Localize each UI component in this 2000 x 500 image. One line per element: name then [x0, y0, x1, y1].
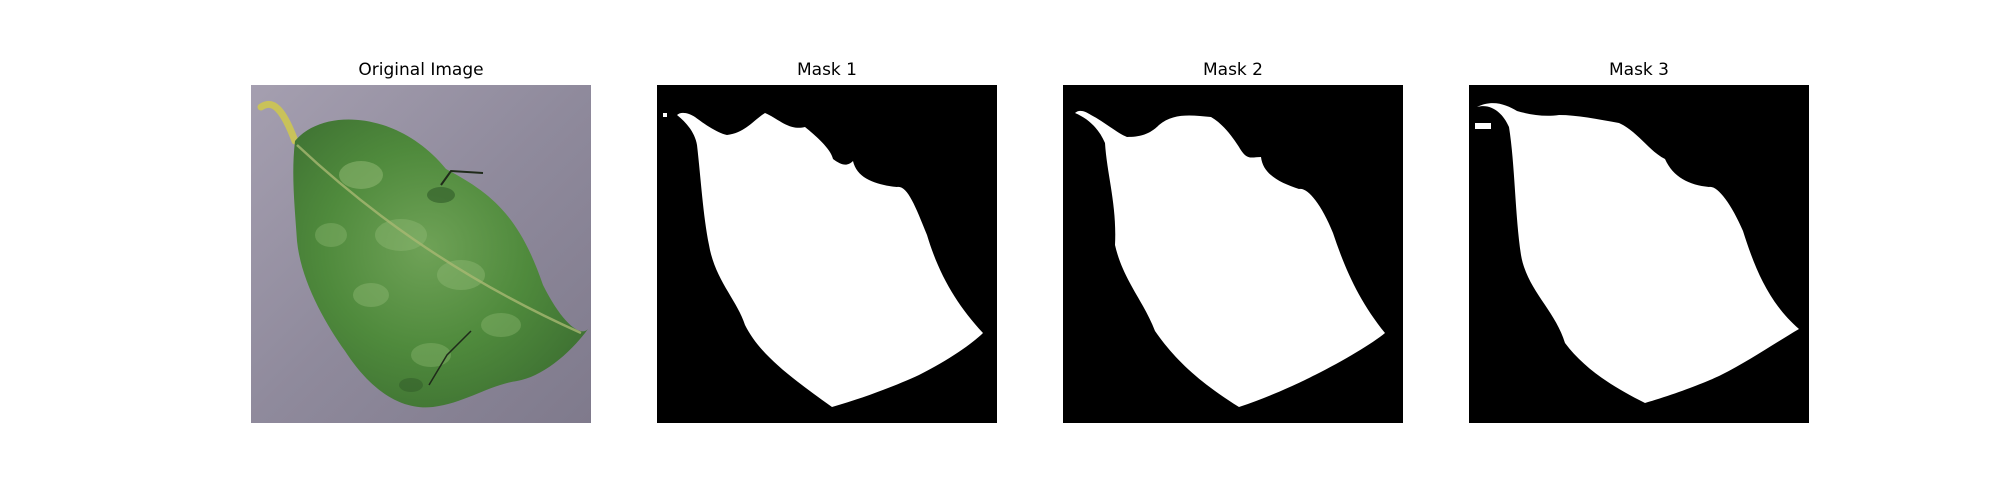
- mask-1-panel: Mask 1: [657, 0, 997, 430]
- mask-2-image: [1063, 85, 1403, 423]
- mask-2-title: Mask 2: [1202, 60, 1263, 80]
- mask-3-title: Mask 3: [1608, 60, 1669, 80]
- mask-3-image: [1469, 85, 1809, 423]
- mask-1-image: [657, 85, 997, 423]
- mask-2-panel: Mask 2: [1063, 0, 1403, 430]
- mask-3-panel: Mask 3: [1469, 0, 1809, 430]
- original-image-panel: Original Image: [251, 0, 591, 430]
- original-leaf-image: [251, 85, 591, 423]
- original-image-title: Original Image: [358, 60, 484, 80]
- mask-1-title: Mask 1: [796, 60, 857, 80]
